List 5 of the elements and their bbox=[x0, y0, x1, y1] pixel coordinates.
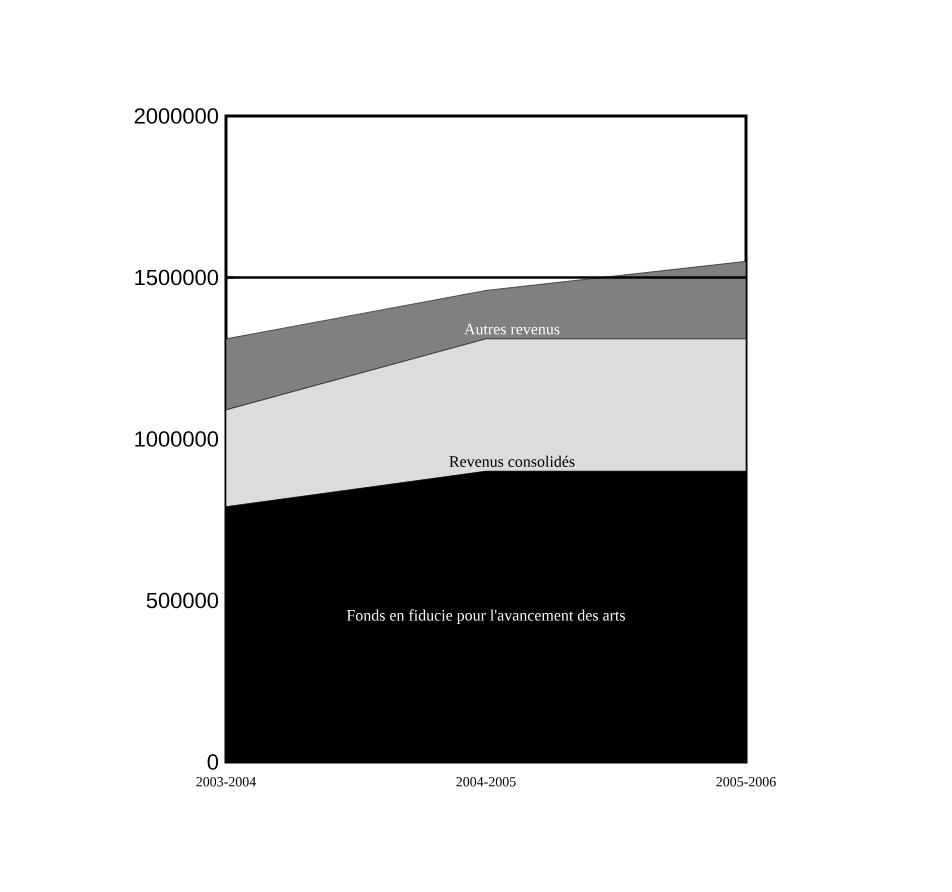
y-tick-label: 1000000 bbox=[135, 431, 219, 447]
y-tick-label: 2000000 bbox=[134, 108, 219, 124]
y-tick-label: 0 bbox=[207, 754, 219, 770]
y-tick-label: 1500000 bbox=[135, 269, 219, 286]
y-tick-label: 500000 bbox=[146, 592, 219, 609]
